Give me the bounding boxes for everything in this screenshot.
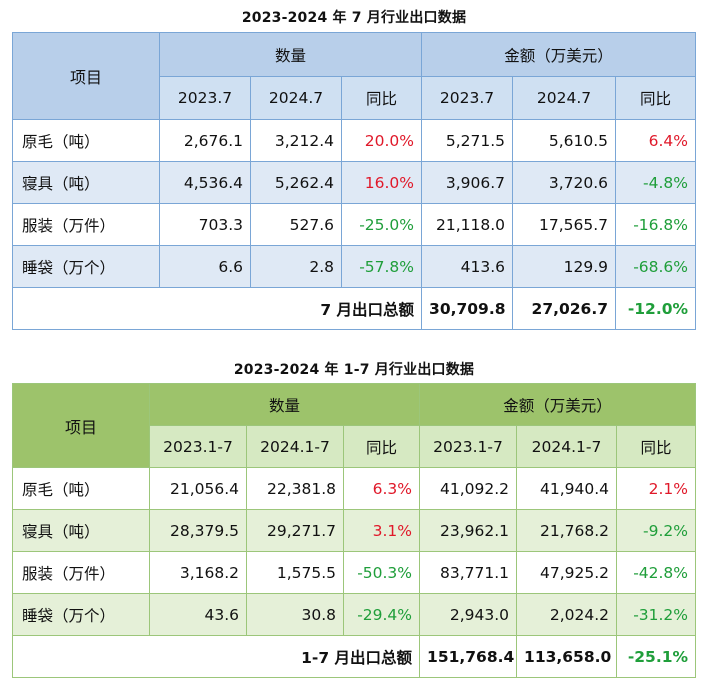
quantity-yoy: -50.3%	[342, 551, 421, 594]
total-amount-2024: 113,658.0	[516, 635, 618, 678]
quantity-2023: 28,379.5	[149, 509, 247, 552]
total-amount-2024: 27,026.7	[512, 287, 617, 330]
quantity-2024: 22,381.8	[246, 467, 344, 510]
amount-2023: 21,118.0	[421, 203, 514, 246]
subheader-quantity-2024: 2024.1-7	[246, 425, 344, 468]
amount-2024: 17,565.7	[512, 203, 617, 246]
amount-header: 金额（万美元）	[419, 383, 697, 426]
row-label: 寝具（吨）	[12, 161, 160, 204]
total-amount-2023: 151,768.4	[419, 635, 518, 678]
amount-2024: 5,610.5	[512, 119, 617, 162]
total-label: 1-7 月出口总额	[11, 635, 421, 678]
row-label: 原毛（吨）	[12, 119, 160, 162]
total-label: 7 月出口总额	[11, 287, 423, 330]
amount-2024: 21,768.2	[516, 509, 618, 552]
quantity-2023: 6.6	[159, 245, 251, 288]
amount-2023: 3,906.7	[421, 161, 514, 204]
table-row: 服装（万件） 703.3 527.6 -25.0% 21,118.0 17,56…	[12, 203, 697, 246]
item-header: 项目	[12, 32, 160, 120]
amount-yoy: -9.2%	[616, 509, 697, 552]
total-amount-yoy: -12.0%	[615, 287, 697, 330]
amount-2024: 41,940.4	[516, 467, 618, 510]
quantity-yoy: -29.4%	[342, 593, 421, 636]
subheader-amount-yoy: 同比	[615, 76, 697, 120]
amount-yoy: 2.1%	[616, 467, 697, 510]
total-row: 7 月出口总额 30,709.8 27,026.7 -12.0%	[11, 287, 697, 330]
amount-2024: 3,720.6	[512, 161, 617, 204]
row-label: 睡袋（万个）	[12, 593, 150, 636]
amount-yoy: -16.8%	[615, 203, 697, 246]
quantity-2024: 5,262.4	[250, 161, 342, 204]
table-row: 服装（万件） 3,168.2 1,575.5 -50.3% 83,771.1 4…	[12, 551, 697, 594]
subheader-quantity-2023: 2023.1-7	[149, 425, 247, 468]
amount-yoy: -4.8%	[615, 161, 697, 204]
amount-header: 金额（万美元）	[421, 32, 697, 77]
subheader-quantity-yoy: 同比	[340, 76, 423, 120]
total-row: 1-7 月出口总额 151,768.4 113,658.0 -25.1%	[11, 635, 697, 678]
quantity-yoy: -57.8%	[340, 245, 423, 288]
table-row: 睡袋（万个） 43.6 30.8 -29.4% 2,943.0 2,024.2 …	[12, 593, 697, 636]
july-export-table: 项目 数量 金额（万美元） 2023.7 2024.7 同比 2023.7 20…	[11, 32, 697, 330]
quantity-2023: 21,056.4	[149, 467, 247, 510]
amount-2023: 41,092.2	[419, 467, 518, 510]
quantity-2023: 4,536.4	[159, 161, 251, 204]
quantity-2024: 29,271.7	[246, 509, 344, 552]
row-label: 寝具（吨）	[12, 509, 150, 552]
total-amount-yoy: -25.1%	[616, 635, 697, 678]
amount-2024: 129.9	[512, 245, 617, 288]
table-row: 原毛（吨） 2,676.1 3,212.4 20.0% 5,271.5 5,61…	[12, 119, 697, 162]
quantity-2024: 3,212.4	[250, 119, 342, 162]
amount-2023: 83,771.1	[419, 551, 518, 594]
quantity-2024: 2.8	[250, 245, 342, 288]
row-label: 原毛（吨）	[12, 467, 150, 510]
quantity-2023: 703.3	[159, 203, 251, 246]
amount-2023: 5,271.5	[421, 119, 514, 162]
subheader-amount-2024: 2024.1-7	[516, 425, 618, 468]
table-row: 寝具（吨） 4,536.4 5,262.4 16.0% 3,906.7 3,72…	[12, 161, 697, 204]
subheader-quantity-2023: 2023.7	[159, 76, 251, 120]
table-row: 寝具（吨） 28,379.5 29,271.7 3.1% 23,962.1 21…	[12, 509, 697, 552]
quantity-yoy: 16.0%	[340, 161, 423, 204]
row-label: 服装（万件）	[12, 551, 150, 594]
subheader-amount-2024: 2024.7	[512, 76, 617, 120]
subheader-quantity-yoy: 同比	[342, 425, 421, 468]
quantity-yoy: 6.3%	[342, 467, 421, 510]
amount-yoy: -31.2%	[616, 593, 697, 636]
subheader-amount-2023: 2023.1-7	[419, 425, 518, 468]
quantity-2023: 3,168.2	[149, 551, 247, 594]
table2-title: 2023-2024 年 1-7 月行业出口数据	[233, 362, 475, 378]
row-label: 睡袋（万个）	[12, 245, 160, 288]
jan-jul-export-table: 项目 数量 金额（万美元） 2023.1-7 2024.1-7 同比 2023.…	[11, 383, 697, 678]
item-header: 项目	[12, 383, 150, 468]
table-row: 睡袋（万个） 6.6 2.8 -57.8% 413.6 129.9 -68.6%	[12, 245, 697, 288]
quantity-2024: 30.8	[246, 593, 344, 636]
amount-yoy: -42.8%	[616, 551, 697, 594]
total-amount-2023: 30,709.8	[421, 287, 514, 330]
amount-yoy: 6.4%	[615, 119, 697, 162]
quantity-2023: 43.6	[149, 593, 247, 636]
quantity-2023: 2,676.1	[159, 119, 251, 162]
amount-2023: 2,943.0	[419, 593, 518, 636]
amount-2023: 23,962.1	[419, 509, 518, 552]
amount-2024: 2,024.2	[516, 593, 618, 636]
amount-2024: 47,925.2	[516, 551, 618, 594]
quantity-2024: 1,575.5	[246, 551, 344, 594]
amount-yoy: -68.6%	[615, 245, 697, 288]
subheader-amount-2023: 2023.7	[421, 76, 514, 120]
table-row: 原毛（吨） 21,056.4 22,381.8 6.3% 41,092.2 41…	[12, 467, 697, 510]
quantity-header: 数量	[158, 32, 423, 77]
subheader-amount-yoy: 同比	[616, 425, 697, 468]
quantity-2024: 527.6	[250, 203, 342, 246]
quantity-yoy: 20.0%	[340, 119, 423, 162]
quantity-header: 数量	[148, 383, 421, 426]
quantity-yoy: -25.0%	[340, 203, 423, 246]
subheader-quantity-2024: 2024.7	[250, 76, 342, 120]
table1-title: 2023-2024 年 7 月行业出口数据	[241, 10, 467, 26]
quantity-yoy: 3.1%	[342, 509, 421, 552]
amount-2023: 413.6	[421, 245, 514, 288]
row-label: 服装（万件）	[12, 203, 160, 246]
